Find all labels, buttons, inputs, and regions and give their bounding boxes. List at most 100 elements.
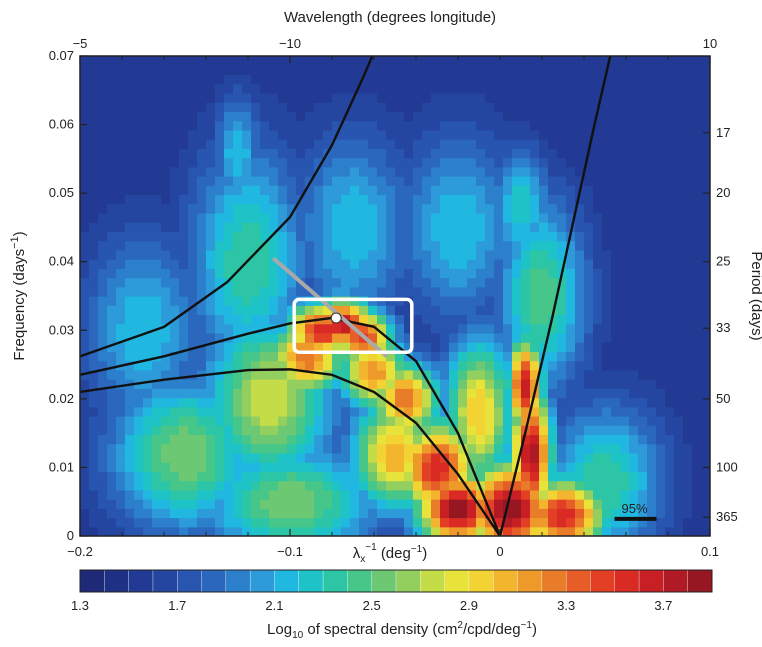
heatmap-cell xyxy=(566,157,576,168)
heatmap-cell xyxy=(98,249,108,260)
heatmap-cell xyxy=(656,148,666,159)
heatmap-cell xyxy=(611,231,621,242)
heatmap-cell xyxy=(89,296,99,306)
heatmap-cell xyxy=(89,194,99,205)
heatmap-cell xyxy=(125,268,135,279)
heatmap-cell xyxy=(287,397,297,408)
heatmap-cell xyxy=(341,369,351,380)
heatmap-cell xyxy=(449,240,459,251)
heatmap-cell xyxy=(350,83,360,94)
heatmap-cell xyxy=(656,231,666,242)
heatmap-cell xyxy=(476,65,486,76)
heatmap-cell xyxy=(305,305,315,316)
heatmap-cell xyxy=(251,480,261,491)
heatmap-cell xyxy=(161,176,171,186)
heatmap-cell xyxy=(512,240,522,251)
right-tick-label: 17 xyxy=(716,125,730,140)
heatmap-cell xyxy=(674,443,684,454)
heatmap-cell xyxy=(602,416,612,426)
heatmap-cell xyxy=(548,102,558,112)
heatmap-cell xyxy=(377,222,387,232)
heatmap-cell xyxy=(269,360,279,371)
heatmap-cell xyxy=(701,185,710,196)
heatmap-cell xyxy=(665,406,675,417)
colorbar-swatch xyxy=(371,569,397,593)
heatmap-cell xyxy=(188,83,198,94)
heatmap-cell xyxy=(413,286,423,297)
heatmap-cell xyxy=(593,323,603,334)
heatmap-cell xyxy=(125,231,135,242)
heatmap-cell xyxy=(485,425,495,436)
heatmap-cell xyxy=(332,379,342,389)
heatmap-cell xyxy=(566,452,576,463)
highlight-point xyxy=(330,312,342,324)
colorbar-swatch xyxy=(493,569,519,593)
heatmap-cell xyxy=(440,65,450,76)
heatmap-cell xyxy=(485,526,495,536)
heatmap-cell xyxy=(575,102,585,112)
heatmap-cell xyxy=(611,129,621,140)
heatmap-cell xyxy=(458,305,468,316)
heatmap-cell xyxy=(404,259,414,269)
heatmap-cell xyxy=(134,314,144,325)
heatmap-cell xyxy=(269,508,279,519)
heatmap-cell xyxy=(485,499,495,509)
heatmap-cell xyxy=(620,231,630,242)
heatmap-cell xyxy=(278,452,288,463)
heatmap-cell xyxy=(377,489,387,500)
heatmap-cell xyxy=(395,369,405,380)
heatmap-cell xyxy=(449,139,459,149)
heatmap-cell xyxy=(89,425,99,436)
heatmap-cell xyxy=(440,360,450,371)
heatmap-cell xyxy=(251,259,261,269)
heatmap-cell xyxy=(341,471,351,482)
heatmap-cell xyxy=(197,388,207,399)
heatmap-cell xyxy=(368,379,378,389)
heatmap-cell xyxy=(539,83,549,94)
heatmap-cell xyxy=(485,259,495,269)
heatmap-cell xyxy=(611,379,621,389)
heatmap-cell xyxy=(368,148,378,159)
heatmap-cell xyxy=(98,231,108,242)
heatmap-cell xyxy=(125,222,135,232)
heatmap-cell xyxy=(683,185,693,196)
heatmap-cell xyxy=(395,489,405,500)
heatmap-cell xyxy=(314,286,324,297)
heatmap-cell xyxy=(188,425,198,436)
heatmap-cell xyxy=(188,480,198,491)
heatmap-cell xyxy=(368,342,378,352)
heatmap-cell xyxy=(440,111,450,122)
heatmap-cell xyxy=(188,499,198,509)
heatmap-cell xyxy=(215,425,225,436)
heatmap-cell xyxy=(485,102,495,112)
heatmap-cell xyxy=(458,176,468,186)
heatmap-cell xyxy=(638,176,648,186)
heatmap-cell xyxy=(98,212,108,223)
heatmap-cell xyxy=(395,111,405,122)
heatmap-cell xyxy=(197,434,207,445)
heatmap-cell xyxy=(557,296,567,306)
heatmap-cell xyxy=(620,148,630,159)
heatmap-cell xyxy=(584,499,594,509)
heatmap-cell xyxy=(611,369,621,380)
heatmap-cell xyxy=(134,129,144,140)
heatmap-cell xyxy=(107,194,117,205)
heatmap-cell xyxy=(161,166,171,177)
heatmap-cell xyxy=(278,462,288,472)
heatmap-cell xyxy=(278,92,288,103)
heatmap-cell xyxy=(638,249,648,260)
heatmap-cell xyxy=(359,517,369,528)
colorbar-swatch xyxy=(128,569,154,593)
heatmap-cell xyxy=(125,92,135,103)
heatmap-cell xyxy=(143,526,153,536)
heatmap-cell xyxy=(638,277,648,288)
heatmap-cell xyxy=(116,296,126,306)
heatmap-cell xyxy=(215,443,225,454)
heatmap-cell xyxy=(485,176,495,186)
heatmap-cell xyxy=(458,194,468,205)
heatmap-cell xyxy=(656,499,666,509)
heatmap-cell xyxy=(638,83,648,94)
heatmap-cell xyxy=(467,397,477,408)
heatmap-cell xyxy=(530,166,540,177)
heatmap-cell xyxy=(557,166,567,177)
